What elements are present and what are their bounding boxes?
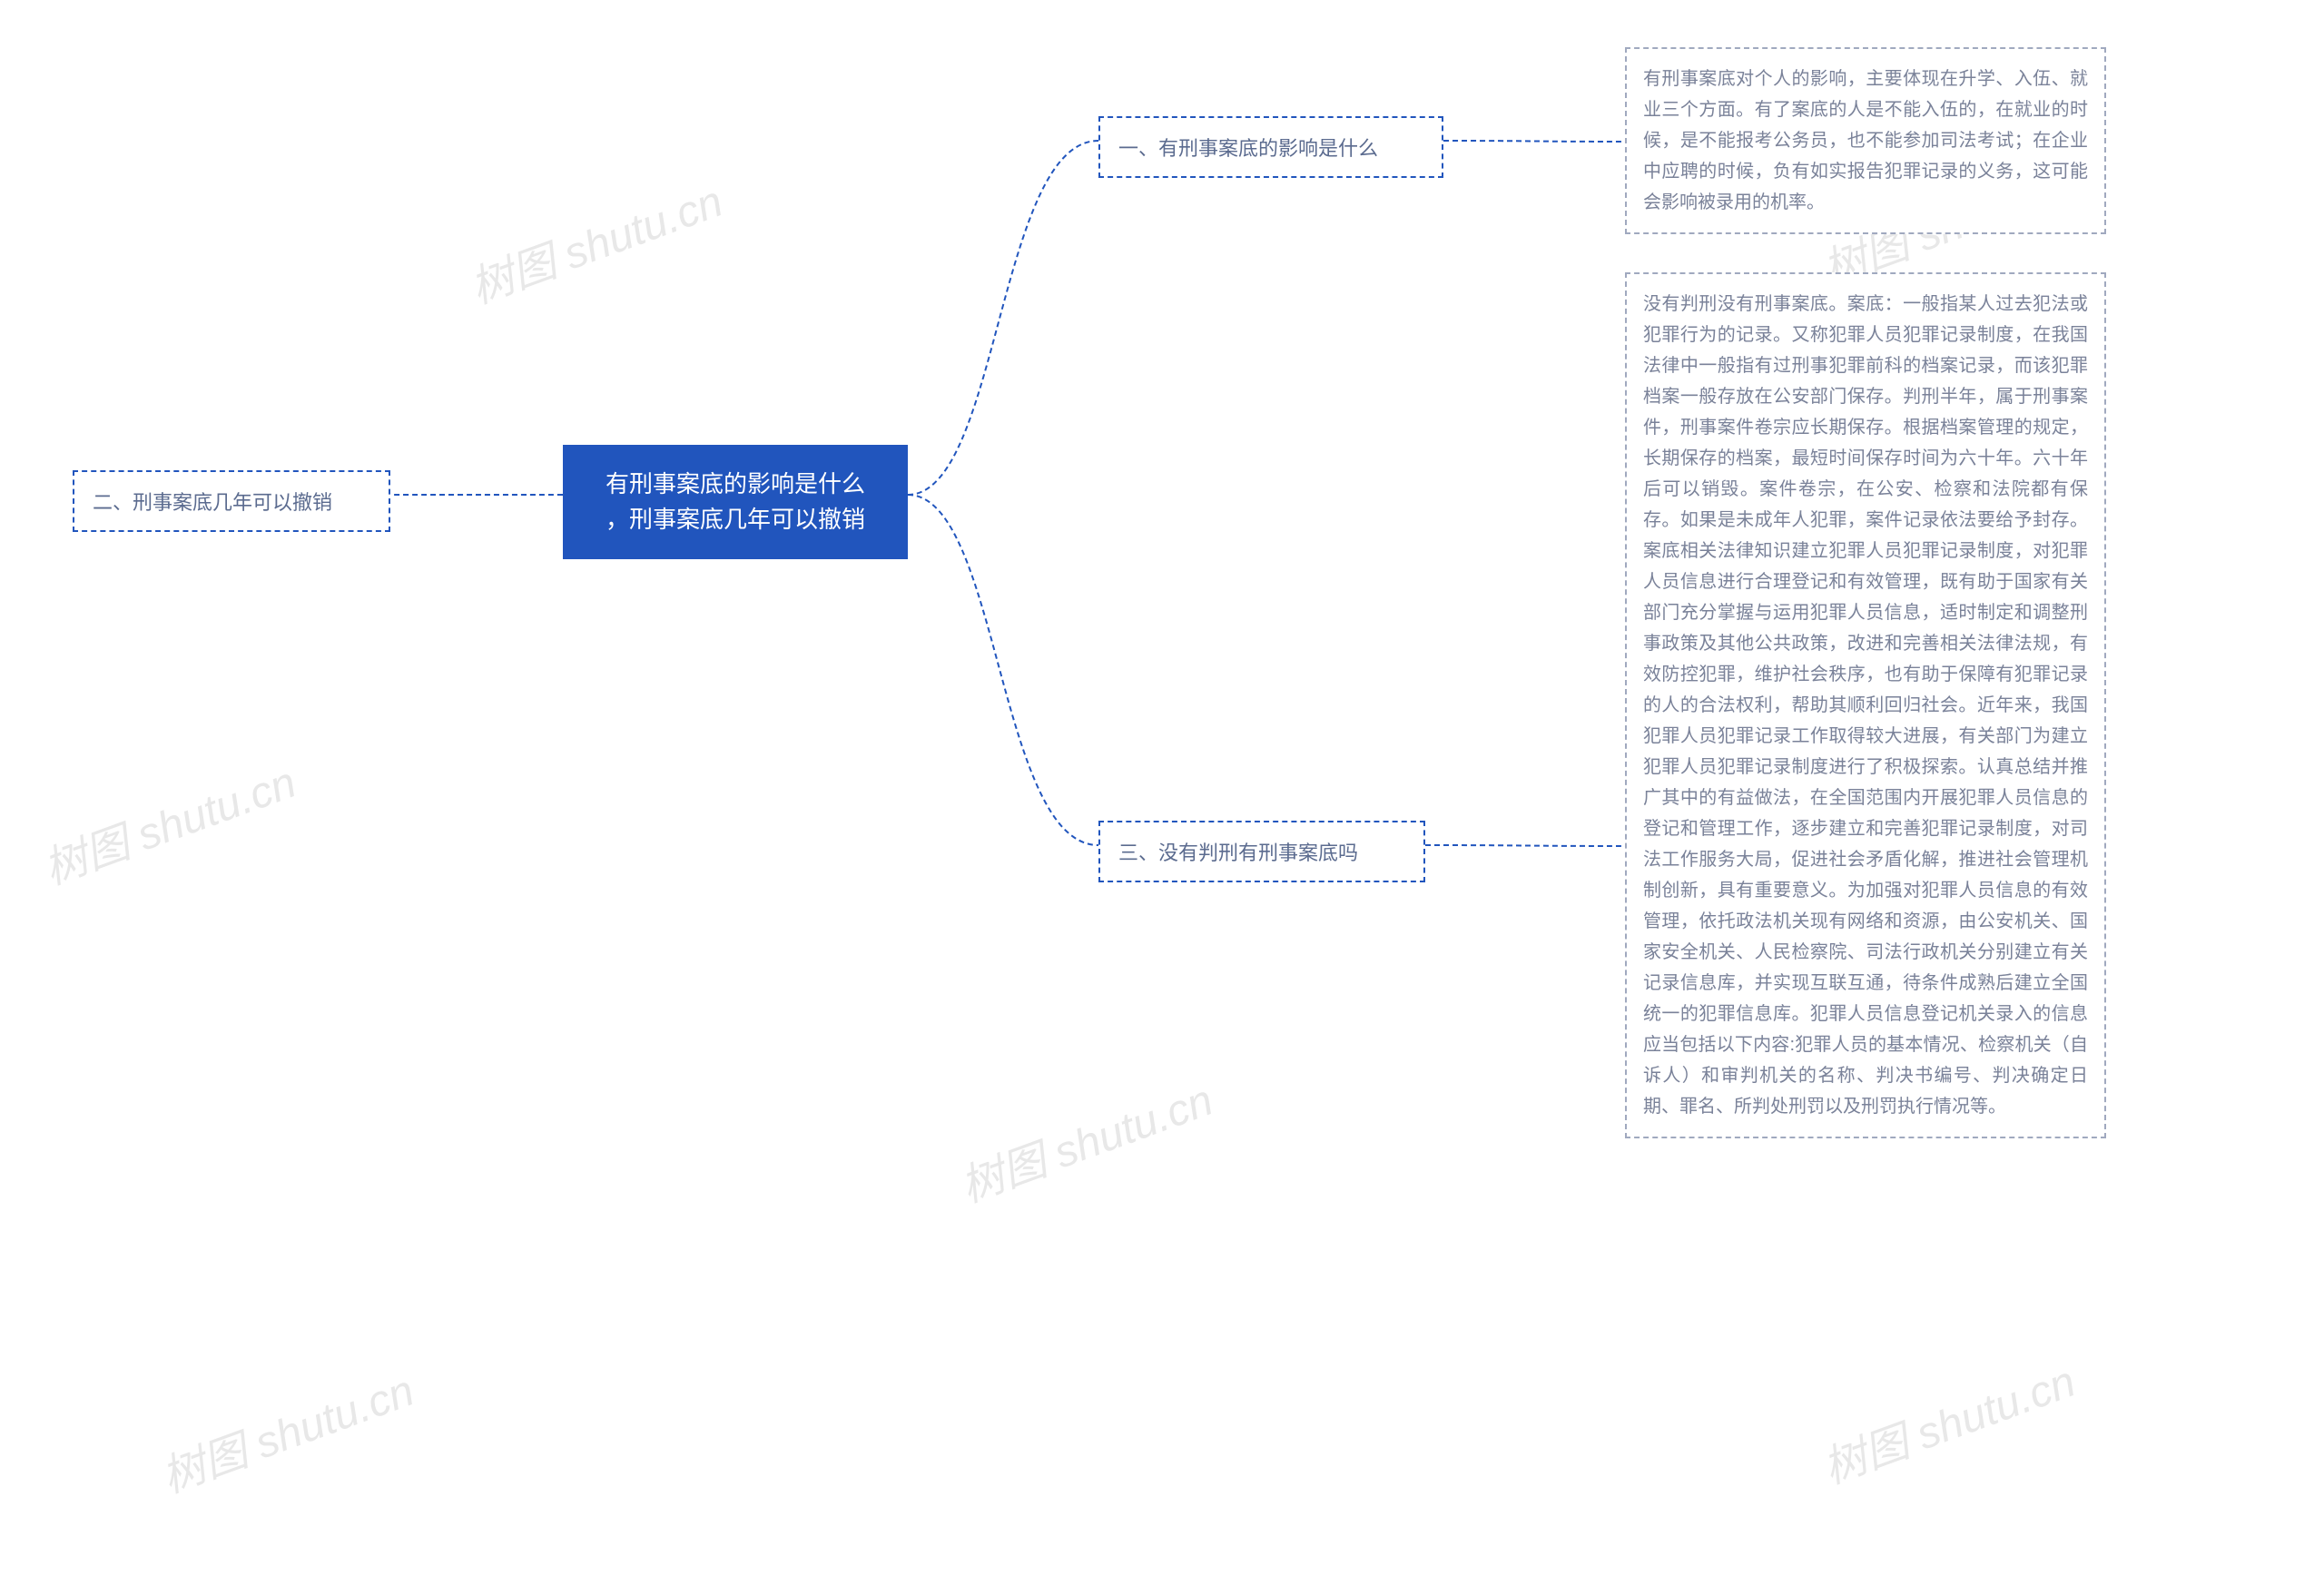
leaf-2-text: 没有判刑没有刑事案底。案底：一般指某人过去犯法或犯罪行为的记录。又称犯罪人员犯罪… — [1643, 294, 2088, 1117]
watermark: 树图 shutu.cn — [460, 165, 730, 315]
watermark: 树图 shutu.cn — [1813, 1345, 2083, 1495]
branch-right-1-label: 一、有刑事案底的影响是什么 — [1118, 137, 1378, 160]
branch-left: 二、刑事案底几年可以撤销 — [73, 470, 390, 532]
branch-right-1: 一、有刑事案底的影响是什么 — [1098, 116, 1443, 178]
root-text-line2: ，刑事案底几年可以撤销 — [606, 506, 865, 533]
watermark: 树图 shutu.cn — [950, 1064, 1220, 1214]
watermark: 树图 shutu.cn — [152, 1354, 421, 1504]
root-text-line1: 有刑事案底的影响是什么 — [606, 470, 865, 497]
branch-right-2: 三、没有判刑有刑事案底吗 — [1098, 821, 1425, 882]
branch-left-label: 二、刑事案底几年可以撤销 — [93, 491, 332, 514]
watermark: 树图 shutu.cn — [34, 746, 303, 896]
branch-right-2-label: 三、没有判刑有刑事案底吗 — [1118, 842, 1358, 864]
leaf-1-text: 有刑事案底对个人的影响，主要体现在升学、入伍、就业三个方面。有了案底的人是不能入… — [1643, 69, 2088, 212]
root-node: 有刑事案底的影响是什么 ，刑事案底几年可以撤销 — [563, 445, 908, 559]
leaf-1: 有刑事案底对个人的影响，主要体现在升学、入伍、就业三个方面。有了案底的人是不能入… — [1625, 47, 2106, 234]
leaf-2: 没有判刑没有刑事案底。案底：一般指某人过去犯法或犯罪行为的记录。又称犯罪人员犯罪… — [1625, 272, 2106, 1138]
